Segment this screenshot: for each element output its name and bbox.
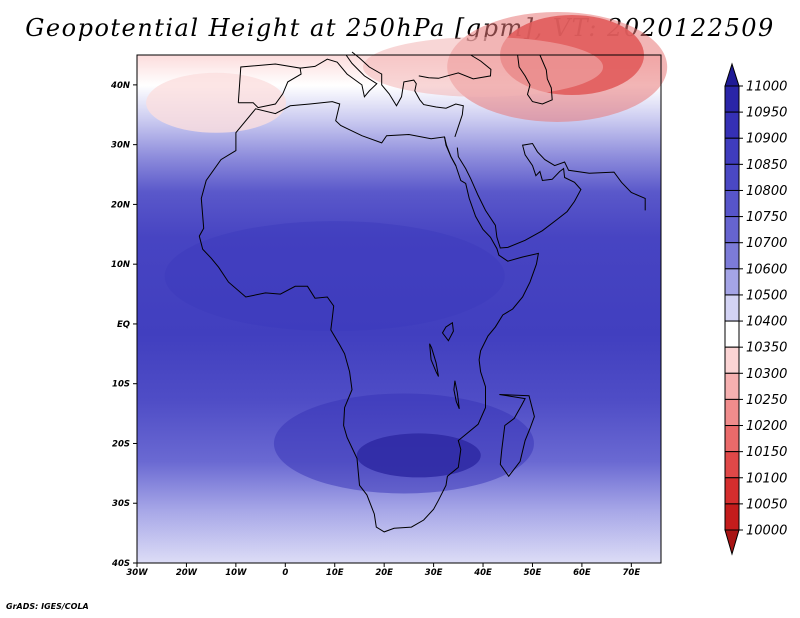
colorbar-label-12: 10250 (746, 393, 787, 408)
x-tick-label-5: 20E (375, 568, 393, 578)
colorbar-swatch-2 (724, 111, 740, 139)
black-sea-coast (418, 54, 492, 80)
x-tick-label-2: 10W (225, 568, 247, 578)
colorbar-label-5: 10750 (746, 210, 787, 225)
southern-africa-outer (273, 393, 534, 494)
madagascar-coastline (499, 394, 535, 478)
colorbar-swatch-1 (724, 85, 740, 113)
colorbar-label-9: 10400 (746, 315, 787, 330)
y-tick-label-1: 30N (111, 141, 130, 151)
colorbar-label-11: 10300 (746, 367, 787, 382)
y-tick-label-2: 20N (111, 200, 130, 210)
y-tick-label-0: 40N (110, 81, 130, 91)
y-tick-label-6: 20S (112, 439, 130, 449)
lake-tanganyika (429, 343, 439, 377)
x-tick-label-3: 0 (282, 568, 288, 578)
y-axis-ticks: 40N 30N 20N 10N EQ 10S 20S 30S 40S (110, 81, 137, 569)
y-tick-label-8: 40S (111, 559, 130, 569)
eastern-mediterranean-coast (351, 51, 464, 138)
colorbar-swatch-10 (724, 320, 740, 348)
colorbar-swatch-6 (724, 216, 740, 244)
colorbar-label-2: 10900 (746, 132, 787, 147)
colorbar-swatch-5 (724, 189, 740, 218)
lake-malawi (453, 380, 460, 409)
tropical-band (164, 221, 505, 332)
pink-band (363, 36, 604, 97)
colorbar-label-6: 10700 (746, 236, 787, 251)
colorbar-label-13: 10200 (746, 419, 787, 434)
colorbar-swatch-12 (724, 372, 740, 400)
colorbar-top-arrow (724, 62, 740, 87)
x-tick-label-9: 60E (573, 568, 591, 578)
colorbar-label-7: 10600 (746, 262, 787, 277)
colorbar-swatch-14 (724, 425, 740, 453)
y-tick-label-5: 10S (112, 380, 130, 390)
colorbar-swatch-15 (724, 451, 740, 479)
x-tick-label-1: 20W (176, 568, 198, 578)
grads-credit: GrADS: IGES/COLA (6, 602, 89, 611)
colorbar-swatch-3 (724, 137, 740, 165)
colorbar-label-10: 10350 (746, 341, 787, 356)
colorbar-label-16: 10050 (746, 497, 787, 512)
colorbar-bottom-arrow (724, 529, 740, 556)
colorbar-swatch-11 (724, 346, 740, 374)
colorbar-swatch-7 (724, 242, 740, 270)
x-tick-label-6: 30E (425, 568, 443, 578)
y-tick-label-7: 30S (112, 499, 130, 509)
suez-gulf (444, 136, 457, 166)
caspian-coast (517, 54, 553, 105)
colorbar-label-4: 10800 (746, 184, 787, 199)
y-tick-label-3: 10N (111, 260, 130, 270)
height-field (137, 11, 668, 563)
colorbar-label-15: 10100 (746, 471, 787, 486)
west-pink-patch (146, 72, 287, 133)
coastlines (198, 51, 646, 533)
lake-victoria (441, 321, 454, 342)
colorbar-label-1: 10950 (746, 106, 787, 121)
x-tick-label-8: 50E (524, 568, 542, 578)
colorbar-swatch-16 (724, 477, 740, 505)
colorbar-swatch-13 (724, 398, 740, 427)
x-tick-label-4: 10E (326, 568, 344, 578)
arabia-asia-coast (456, 142, 646, 249)
colorbar-label-8: 10500 (746, 288, 787, 303)
x-tick-label-0: 30W (126, 568, 148, 578)
x-tick-label-7: 40E (473, 568, 492, 578)
x-axis-ticks: 30W 20W 10W 0 10E 20E 30E 40E 50E 60E 70E (126, 563, 640, 578)
y-tick-label-4: EQ (117, 320, 130, 330)
colorbar-label-14: 10150 (746, 445, 787, 460)
x-tick-label-10: 70E (623, 568, 641, 578)
colorbar-swatch-17 (724, 503, 740, 531)
map-frame (136, 54, 662, 564)
colorbar-label-3: 10850 (746, 158, 787, 173)
colorbar-swatch-8 (724, 268, 740, 296)
colorbar-label-17: 10000 (746, 524, 787, 539)
colorbar-label-0: 11000 (746, 80, 787, 95)
colorbar-swatch-4 (724, 163, 740, 191)
colorbar-swatch-9 (724, 294, 740, 322)
italy-coastline (300, 54, 378, 98)
colorbar: 11000 10950 10900 10850 10800 10750 10700 10600… (724, 62, 787, 556)
iberia-coastline (237, 63, 302, 109)
